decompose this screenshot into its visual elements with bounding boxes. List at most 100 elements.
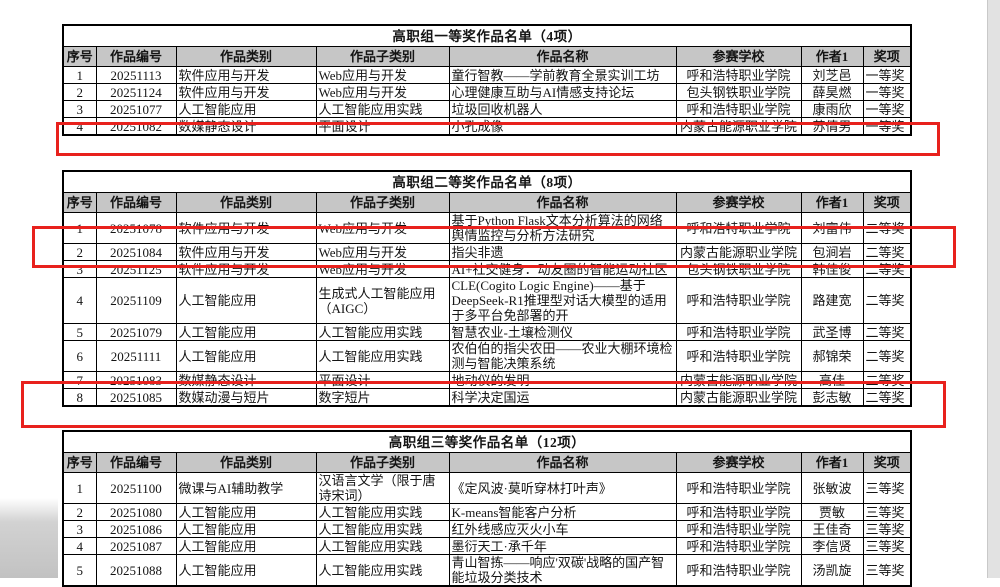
cell: 人工智能应用实践 (315, 100, 450, 118)
column-header: 作品编号 (95, 452, 177, 473)
column-header: 作品名称 (448, 46, 677, 67)
table-row: 4 20251087 人工智能应用 人工智能应用实践 墨衍天工·承千年 呼和浩特职业学院李… (62, 537, 912, 555)
cell: 2 (62, 243, 97, 261)
cell: 20251109 (95, 277, 177, 324)
cell: 心理健康互助与AI情感支持论坛 (448, 83, 677, 101)
cell: 呼和浩特职业学院 (675, 520, 802, 538)
cell: 呼和浩特职业学院 (675, 537, 802, 555)
cell: 呼和浩特职业学院 (675, 503, 802, 521)
cell: 软件应用与开发 (175, 66, 317, 84)
cell: 2 (62, 503, 97, 521)
cell: 内蒙古能源职业学院 (675, 388, 802, 407)
cell: 农伯伯的指尖农田——农业大棚环境检测与智能决策系统 (448, 340, 677, 372)
column-header: 作品子类别 (315, 192, 450, 213)
cell: 彭志敏 (800, 388, 864, 407)
table-row: 1 20251100 微课与AI辅助教学 汉语言文学（限于唐诗宋词） 《定风波·莫听穿林… (62, 472, 912, 504)
column-header: 作品编号 (95, 192, 177, 213)
cell: 呼和浩特职业学院 (675, 100, 802, 118)
header-row: 序号 作品编号 作品类别 作品子类别 作品名称 参赛学校 作者1 奖项 (62, 452, 912, 473)
cell: 贾敏 (800, 503, 864, 521)
cell: 呼和浩特职业学院 (675, 340, 802, 372)
cell: 三等奖 (862, 554, 912, 587)
table-row: 2 20251124 软件应用与开发 Web应用与开发 心理健康互助与AI情感支持论坛包… (62, 83, 912, 101)
cell: 呼和浩特职业学院 (675, 66, 802, 84)
header-row: 序号 作品编号 作品类别 作品子类别 作品名称 参赛学校 作者1 奖项 (62, 192, 912, 213)
cell: 2 (62, 83, 97, 101)
cell: 包头钢铁职业学院 (675, 260, 802, 278)
cell: Web应用与开发 (315, 83, 450, 101)
column-header: 奖项 (862, 46, 912, 67)
cell: 20251113 (95, 66, 177, 84)
cell: 20251124 (95, 83, 177, 101)
second-prize-table-section: 高职组二等奖作品名单（8项） 序号 作品编号 作品类别 作品子类别 作品名称 参赛学校 作者1… (62, 170, 912, 407)
cell: 小孔成像 (448, 117, 677, 136)
column-header: 作品子类别 (315, 46, 450, 67)
cell: 生成式人工智能应用（AIGC） (315, 277, 450, 324)
column-header: 参赛学校 (675, 192, 802, 213)
cell: 20251077 (95, 100, 177, 118)
cell: 武圣博 (800, 323, 864, 341)
cell: 20251100 (95, 472, 177, 504)
table-row: 5 20251079 人工智能应用 人工智能应用实践 智慧农业-土壤检测仪 呼和浩特职业学… (62, 323, 912, 341)
cell: 汉语言文学（限于唐诗宋词） (315, 472, 450, 504)
cell: 童行智教——学前教育全景实训工坊 (448, 66, 677, 84)
cell: 5 (62, 554, 97, 587)
cell: 垃圾回收机器人 (448, 100, 677, 118)
cell: Web应用与开发 (315, 243, 450, 261)
cell: 软件应用与开发 (175, 83, 317, 101)
cell: 高佳 (800, 371, 864, 389)
table-row: 4 20251109 人工智能应用 生成式人工智能应用（AIGC） CLE(Cogito… (62, 277, 912, 324)
cell: 二等奖 (862, 212, 912, 244)
cell: 呼和浩特职业学院 (675, 323, 802, 341)
cell: 二等奖 (862, 260, 912, 278)
table-row: 3 20251125 软件应用与开发 Web应用与开发 AI+社交健身：动友圈的智能运动… (62, 260, 912, 278)
cell: 苏倩男 (800, 117, 864, 136)
cell: 郝锦荣 (800, 340, 864, 372)
cell: 3 (62, 260, 97, 278)
column-header: 序号 (62, 46, 97, 67)
cell: 人工智能应用实践 (315, 323, 450, 341)
cell: 1 (62, 472, 97, 504)
cell: 指尖非遗 (448, 243, 677, 261)
table-row: 3 20251086 人工智能应用 人工智能应用实践 红外线感应灭火小车 呼和浩特职业学院… (62, 520, 912, 538)
cell: 人工智能应用 (175, 554, 317, 587)
cell: 一等奖 (862, 117, 912, 136)
cell: 数媒静态设计 (175, 371, 317, 389)
cell: 三等奖 (862, 472, 912, 504)
table-row: 2 20251084 软件应用与开发 Web应用与开发 指尖非遗 内蒙古能源职业学院 包涧岩… (62, 243, 912, 261)
table-row: 4 20251082 数媒静态设计 平面设计 小孔成像 内蒙古能源职业学院 苏倩男 一等奖 (62, 117, 912, 136)
award-table: 高职组二等奖作品名单（8项） 序号 作品编号 作品类别 作品子类别 作品名称 参赛学校 作者1… (62, 170, 912, 407)
cell: 4 (62, 277, 97, 324)
cell: 人工智能应用实践 (315, 554, 450, 587)
cell: 一等奖 (862, 100, 912, 118)
cell: 刘芝邑 (800, 66, 864, 84)
cell: 李信贤 (800, 537, 864, 555)
cell: 康雨欣 (800, 100, 864, 118)
cell: AI+社交健身：动友圈的智能运动社区 (448, 260, 677, 278)
cell: 汤凯旋 (800, 554, 864, 587)
cell: 一等奖 (862, 66, 912, 84)
column-header: 作品名称 (448, 452, 677, 473)
cell: 人工智能应用 (175, 537, 317, 555)
column-header: 参赛学校 (675, 46, 802, 67)
cell: 二等奖 (862, 277, 912, 324)
cell: 人工智能应用 (175, 503, 317, 521)
table-title: 高职组三等奖作品名单（12项） (62, 430, 912, 453)
column-header: 作品类别 (175, 192, 317, 213)
cell: 数媒动漫与短片 (175, 388, 317, 407)
column-header: 作品子类别 (315, 452, 450, 473)
cell: 张敏波 (800, 472, 864, 504)
cell: 20251111 (95, 340, 177, 372)
cell: 人工智能应用实践 (315, 503, 450, 521)
cell: 4 (62, 117, 97, 136)
cell: 20251125 (95, 260, 177, 278)
cell: 红外线感应灭火小车 (448, 520, 677, 538)
table-title: 高职组一等奖作品名单（4项） (62, 24, 912, 47)
cell: 20251085 (95, 388, 177, 407)
cell: 青山智拣——响应'双碳'战略的国产智能垃圾分类技术 (448, 554, 677, 587)
cell: 呼和浩特职业学院 (675, 554, 802, 587)
column-header: 奖项 (862, 452, 912, 473)
table-title: 高职组二等奖作品名单（8项） (62, 170, 912, 193)
cell: 20251078 (95, 212, 177, 244)
